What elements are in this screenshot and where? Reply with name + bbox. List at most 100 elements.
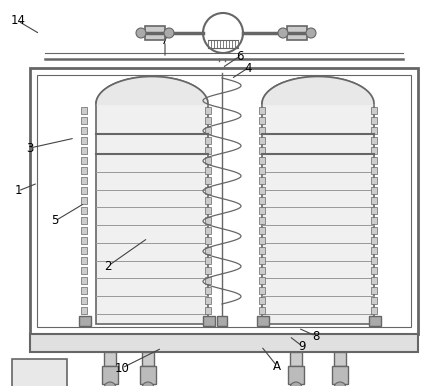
- Bar: [259, 217, 265, 224]
- Circle shape: [104, 382, 116, 386]
- Bar: [81, 117, 87, 124]
- Bar: [217, 316, 227, 326]
- Bar: [30, 334, 418, 352]
- Circle shape: [164, 28, 174, 38]
- Bar: [259, 237, 265, 244]
- Bar: [259, 157, 265, 164]
- Bar: [81, 177, 87, 184]
- Bar: [205, 107, 211, 114]
- Bar: [205, 187, 211, 194]
- Bar: [12, 359, 67, 386]
- Bar: [334, 352, 346, 366]
- Bar: [287, 26, 307, 40]
- Bar: [81, 317, 87, 324]
- Bar: [81, 157, 87, 164]
- Bar: [259, 117, 265, 124]
- Bar: [142, 352, 154, 366]
- Bar: [205, 257, 211, 264]
- Bar: [205, 277, 211, 284]
- Bar: [205, 237, 211, 244]
- Bar: [81, 137, 87, 144]
- Bar: [259, 187, 265, 194]
- Bar: [81, 197, 87, 204]
- Bar: [205, 147, 211, 154]
- Bar: [259, 267, 265, 274]
- Bar: [371, 277, 377, 284]
- Bar: [259, 287, 265, 294]
- Bar: [371, 247, 377, 254]
- Bar: [371, 257, 377, 264]
- Text: 5: 5: [51, 215, 58, 227]
- Bar: [205, 127, 211, 134]
- Text: 2: 2: [104, 259, 112, 273]
- Bar: [81, 277, 87, 284]
- Bar: [81, 217, 87, 224]
- Text: 3: 3: [26, 142, 34, 154]
- Bar: [371, 207, 377, 214]
- Bar: [371, 197, 377, 204]
- Bar: [371, 127, 377, 134]
- Bar: [81, 307, 87, 314]
- Bar: [140, 366, 156, 384]
- Bar: [259, 167, 265, 174]
- Bar: [205, 207, 211, 214]
- Bar: [205, 197, 211, 204]
- Bar: [371, 237, 377, 244]
- Text: A: A: [273, 359, 281, 372]
- Bar: [259, 197, 265, 204]
- Bar: [145, 26, 165, 40]
- Bar: [205, 117, 211, 124]
- Bar: [371, 267, 377, 274]
- Bar: [102, 366, 118, 384]
- Circle shape: [306, 28, 316, 38]
- Circle shape: [278, 28, 288, 38]
- Text: 14: 14: [11, 15, 26, 27]
- Bar: [205, 307, 211, 314]
- Bar: [371, 167, 377, 174]
- Bar: [81, 297, 87, 304]
- Bar: [371, 147, 377, 154]
- Bar: [259, 297, 265, 304]
- Bar: [203, 316, 215, 326]
- Bar: [371, 157, 377, 164]
- Bar: [81, 207, 87, 214]
- Bar: [96, 104, 208, 324]
- Bar: [30, 68, 418, 334]
- Bar: [371, 137, 377, 144]
- Bar: [371, 177, 377, 184]
- Bar: [81, 227, 87, 234]
- Bar: [259, 147, 265, 154]
- Bar: [332, 366, 348, 384]
- Bar: [371, 117, 377, 124]
- Text: 1: 1: [14, 185, 22, 198]
- Circle shape: [142, 382, 154, 386]
- Bar: [257, 316, 269, 326]
- Bar: [371, 307, 377, 314]
- Text: 9: 9: [298, 340, 306, 352]
- Bar: [259, 307, 265, 314]
- Bar: [371, 227, 377, 234]
- Bar: [81, 287, 87, 294]
- Text: 6: 6: [236, 49, 244, 63]
- Bar: [259, 177, 265, 184]
- Circle shape: [136, 28, 146, 38]
- Bar: [81, 187, 87, 194]
- Text: 7: 7: [161, 34, 169, 47]
- Bar: [81, 167, 87, 174]
- Bar: [205, 167, 211, 174]
- Bar: [37, 75, 411, 327]
- Bar: [81, 107, 87, 114]
- Bar: [288, 366, 304, 384]
- Bar: [259, 247, 265, 254]
- Bar: [79, 316, 91, 326]
- Bar: [371, 217, 377, 224]
- Bar: [259, 127, 265, 134]
- Bar: [81, 127, 87, 134]
- Bar: [259, 277, 265, 284]
- Bar: [259, 257, 265, 264]
- Bar: [81, 257, 87, 264]
- Bar: [371, 107, 377, 114]
- Bar: [371, 297, 377, 304]
- Bar: [81, 267, 87, 274]
- Bar: [259, 107, 265, 114]
